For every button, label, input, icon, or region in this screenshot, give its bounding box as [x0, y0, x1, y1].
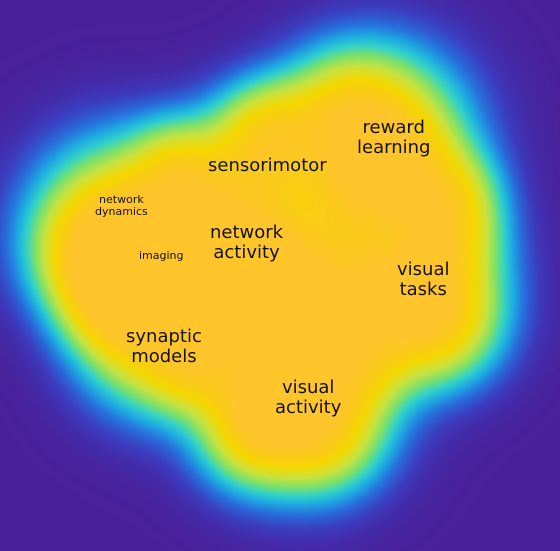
label-network-activity: network activity	[210, 222, 284, 264]
label-imaging: imaging	[139, 249, 184, 262]
label-sensorimotor: sensorimotor	[208, 155, 327, 176]
label-visual-tasks: visual tasks	[397, 259, 450, 301]
label-network-dynamics: network dynamics	[95, 193, 148, 219]
label-reward-learning: reward learning	[357, 117, 431, 159]
label-visual-activity: visual activity	[275, 377, 342, 419]
label-synaptic-models: synaptic models	[126, 326, 202, 368]
